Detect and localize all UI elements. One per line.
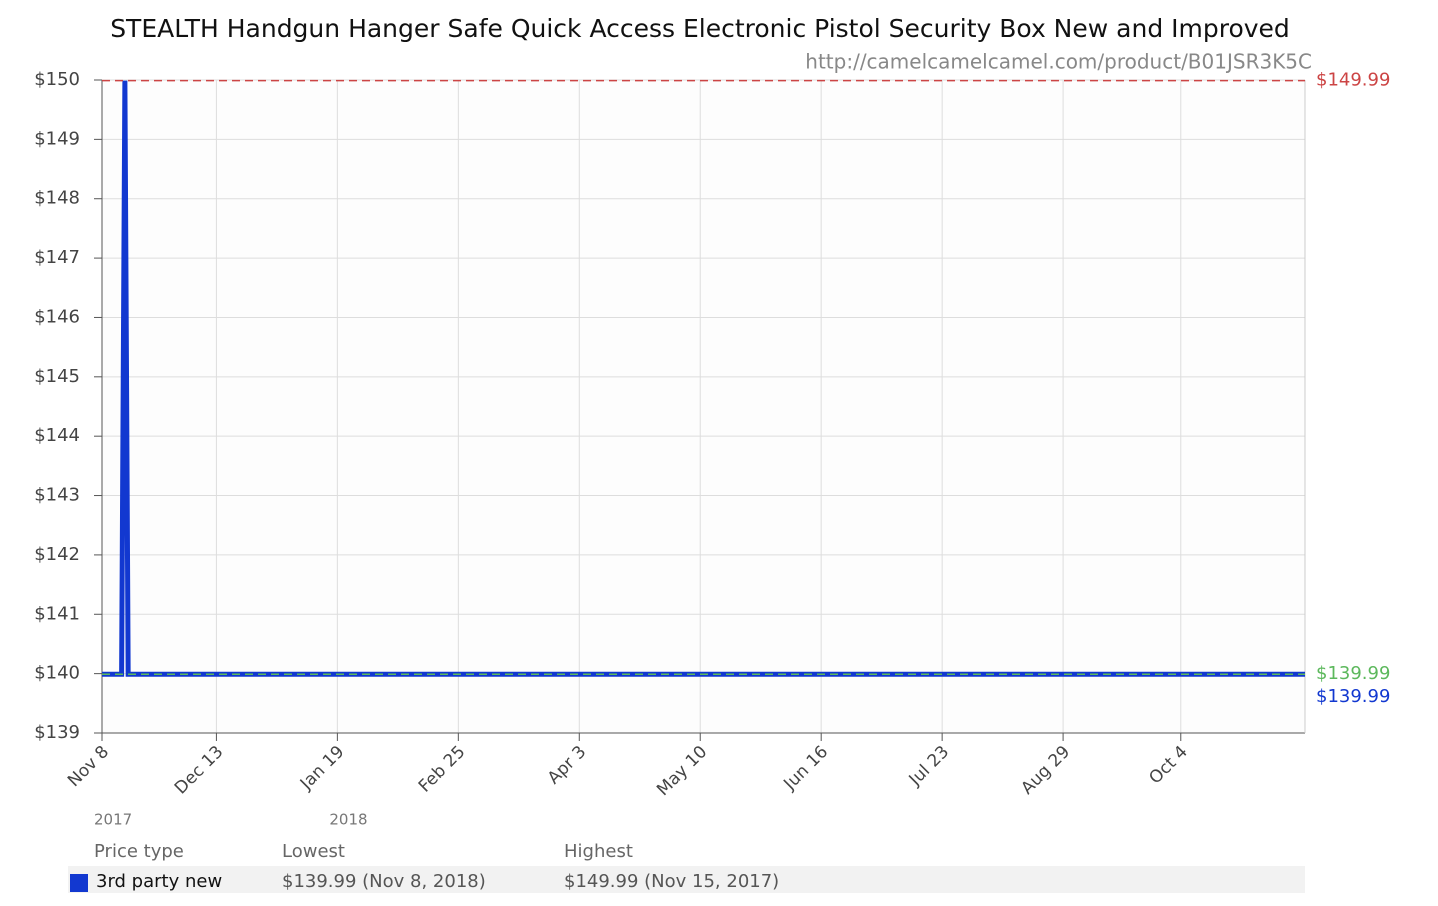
plot-area (102, 80, 1305, 733)
y-tick-label: $143 (34, 485, 80, 506)
y-tick-label: $142 (34, 544, 80, 565)
table-row-bg (68, 866, 1305, 893)
year-label: 2017 (94, 811, 132, 829)
chart-subtitle: http://camelcamelcamel.com/product/B01JS… (805, 50, 1312, 74)
y-tick-label: $145 (34, 366, 80, 387)
x-tick-label: Apr 3 (544, 742, 590, 788)
y-tick-label: $150 (34, 69, 80, 90)
y-tick-label: $146 (34, 306, 80, 327)
legend-entry: 3rd party new (96, 871, 222, 892)
table-cell: $139.99 (Nov 8, 2018) (282, 871, 486, 892)
x-tick-label: Jan 19 (296, 742, 349, 795)
x-tick-label: Oct 4 (1145, 742, 1191, 788)
legend-swatch (70, 874, 88, 892)
current-price-label: $139.99 (1316, 686, 1390, 707)
x-tick-label: Jul 23 (905, 742, 953, 790)
low-price-line-label: $139.99 (1316, 663, 1390, 684)
x-tick-label: Feb 25 (415, 742, 470, 797)
y-tick-label: $148 (34, 188, 80, 209)
table-header: Lowest (282, 841, 345, 862)
table-header: Price type (94, 841, 184, 862)
year-label: 2018 (329, 811, 367, 829)
high-price-line-label: $149.99 (1316, 70, 1390, 91)
x-tick-label: Jun 16 (779, 742, 832, 795)
table-header: Highest (564, 841, 633, 862)
x-tick-label: Aug 29 (1017, 742, 1074, 799)
y-tick-label: $140 (34, 663, 80, 684)
y-tick-label: $144 (34, 425, 80, 446)
chart-title: STEALTH Handgun Hanger Safe Quick Access… (110, 14, 1290, 43)
y-tick-label: $139 (34, 722, 80, 743)
y-tick-label: $141 (34, 603, 80, 624)
x-tick-label: Dec 13 (171, 742, 228, 799)
x-tick-label: Nov 8 (64, 742, 113, 791)
y-tick-label: $149 (34, 128, 80, 149)
x-tick-label: May 10 (653, 742, 711, 800)
y-tick-label: $147 (34, 247, 80, 268)
table-cell: $149.99 (Nov 15, 2017) (564, 871, 779, 892)
